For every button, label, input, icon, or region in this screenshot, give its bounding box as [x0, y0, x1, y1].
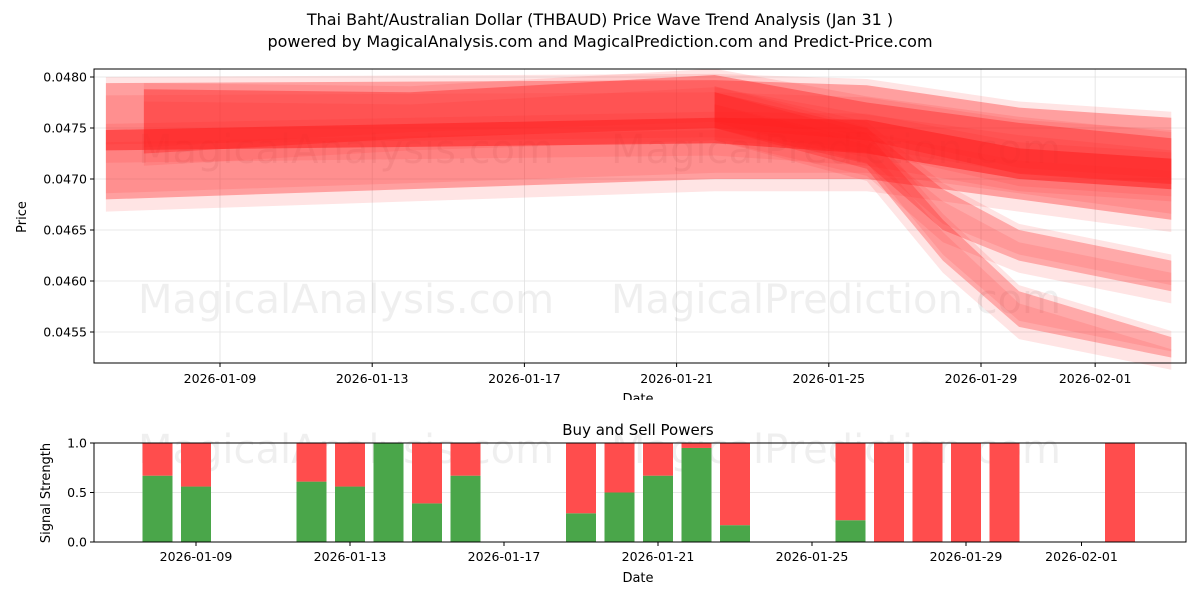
x-axis-label: Date	[622, 571, 653, 586]
price-band-variant	[143, 68, 1172, 178]
y-tick-label: 0.0465	[43, 223, 87, 238]
sell-bar	[989, 443, 1020, 542]
chart-subtitle: powered by MagicalAnalysis.com and Magic…	[267, 32, 933, 51]
y-tick-label: 0.0470	[43, 172, 87, 187]
buy-bar	[835, 520, 866, 542]
x-tick-label: 2026-01-13	[314, 549, 387, 564]
y-tick-label: 0.0480	[43, 70, 87, 85]
x-tick-label: 2026-01-25	[776, 549, 849, 564]
price-band-variant	[714, 86, 1172, 286]
price-band	[105, 80, 1172, 220]
buy-bar	[296, 481, 327, 542]
buy-bar	[412, 503, 442, 542]
price-band	[105, 117, 1172, 190]
x-tick-label: 2026-01-21	[622, 549, 695, 564]
x-tick-label: 2026-01-09	[184, 371, 257, 386]
watermark: MagicalAnalysis.com	[138, 277, 554, 323]
x-tick-label: 2026-01-13	[336, 371, 409, 386]
x-tick-label: 2026-01-29	[945, 371, 1018, 386]
price-band-variant	[714, 86, 1172, 352]
buy-bar	[181, 486, 211, 542]
y-tick-label: 1.0	[67, 436, 87, 451]
x-tick-label: 2026-01-17	[488, 371, 561, 386]
buy-bar	[566, 513, 596, 542]
sell-bar	[335, 443, 365, 487]
sell-bar	[566, 443, 596, 514]
x-tick-label: 2026-01-09	[160, 549, 233, 564]
x-tick-label: 2026-02-01	[1045, 549, 1118, 564]
buy-bar	[142, 475, 173, 542]
y-tick-label: 0.5	[67, 485, 87, 500]
sell-bar	[181, 443, 211, 487]
y-tick-label: 0.0	[67, 535, 87, 550]
sell-bar	[412, 443, 442, 504]
price-band-variant	[714, 104, 1172, 370]
chart-title: Thai Baht/Australian Dollar (THBAUD) Pri…	[306, 10, 894, 29]
buy-bar	[450, 475, 481, 542]
y-tick-label: 0.0460	[43, 274, 87, 289]
buy-bar	[335, 486, 365, 542]
y-tick-label: 0.0475	[43, 121, 87, 136]
sell-bar	[874, 443, 904, 542]
buy-bar	[681, 447, 712, 542]
x-tick-label: 2026-01-17	[468, 549, 541, 564]
y-axis-label: Signal Strength	[39, 443, 54, 543]
plot-frame	[93, 442, 1187, 543]
sell-bar	[912, 443, 943, 542]
y-axis-label: Price	[15, 201, 30, 233]
price-band-variant	[714, 104, 1172, 304]
x-tick-label: 2026-01-21	[640, 371, 713, 386]
x-axis-label: Date	[622, 392, 653, 400]
watermark: MagicalAnalysis.com	[138, 427, 554, 473]
sell-bar	[681, 443, 712, 448]
buy-bar	[720, 525, 750, 542]
sell-bar	[951, 443, 981, 542]
price-band	[143, 75, 1172, 185]
sell-bar	[1105, 443, 1135, 542]
watermark: MagicalPrediction.com	[611, 427, 1061, 473]
sell-bar	[296, 443, 327, 482]
y-tick-label: 0.0455	[43, 325, 87, 340]
x-tick-label: 2026-01-25	[792, 371, 865, 386]
sell-bar	[835, 443, 866, 521]
x-tick-label: 2026-01-29	[930, 549, 1003, 564]
buy-bar	[373, 443, 404, 542]
sell-bar	[450, 443, 481, 476]
bar-chart-title: Buy and Sell Powers	[562, 421, 714, 439]
sell-bar	[604, 443, 635, 493]
sell-bar	[142, 443, 173, 476]
buy-bar	[604, 492, 635, 542]
sell-bar	[720, 443, 750, 526]
price-band-variant	[105, 111, 1172, 184]
price-band-variant	[105, 130, 1172, 202]
price-band-variant	[143, 87, 1172, 197]
price-band	[714, 92, 1172, 358]
buy-bar	[643, 475, 673, 542]
price-wave-chart: MagicalAnalysis.com MagicalPrediction.com…	[15, 68, 1187, 400]
price-band	[714, 92, 1172, 292]
plot-frame	[93, 68, 1187, 364]
sell-bar	[643, 443, 673, 476]
watermark: MagicalPrediction.com	[611, 277, 1061, 323]
x-tick-label: 2026-02-01	[1059, 371, 1132, 386]
